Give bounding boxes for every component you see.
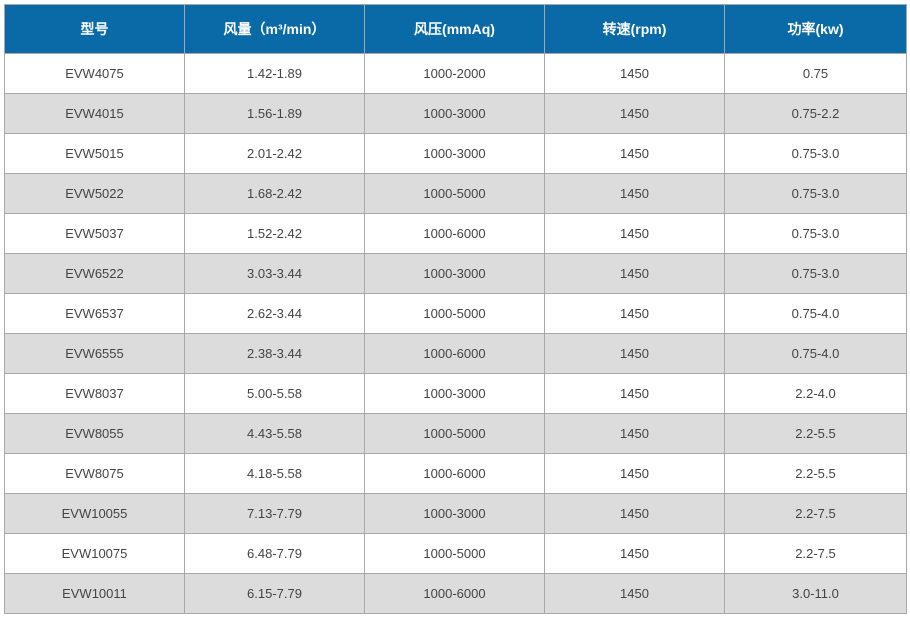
table-cell: 1000-3000 — [365, 374, 545, 414]
table-cell: 1450 — [545, 54, 725, 94]
table-cell: 1450 — [545, 254, 725, 294]
table-cell: 2.2-7.5 — [725, 494, 907, 534]
table-cell: 5.00-5.58 — [185, 374, 365, 414]
spec-table: 型号 风量（m³/min） 风压(mmAq) 转速(rpm) 功率(kw) EV… — [4, 4, 907, 614]
table-cell: 1000-3000 — [365, 134, 545, 174]
table-row: EVW100756.48-7.791000-500014502.2-7.5 — [5, 534, 907, 574]
table-row: EVW65552.38-3.441000-600014500.75-4.0 — [5, 334, 907, 374]
table-cell: 1450 — [545, 454, 725, 494]
table-row: EVW50152.01-2.421000-300014500.75-3.0 — [5, 134, 907, 174]
table-cell: 0.75 — [725, 54, 907, 94]
table-cell: 1450 — [545, 214, 725, 254]
header-model: 型号 — [5, 5, 185, 54]
table-cell: 0.75-3.0 — [725, 214, 907, 254]
table-cell: EVW6537 — [5, 294, 185, 334]
table-cell: 1450 — [545, 374, 725, 414]
table-cell: 0.75-3.0 — [725, 254, 907, 294]
table-cell: 1450 — [545, 294, 725, 334]
table-cell: EVW10075 — [5, 534, 185, 574]
table-cell: 1000-3000 — [365, 494, 545, 534]
table-cell: EVW8037 — [5, 374, 185, 414]
table-cell: 6.15-7.79 — [185, 574, 365, 614]
table-row: EVW80375.00-5.581000-300014502.2-4.0 — [5, 374, 907, 414]
table-cell: EVW8055 — [5, 414, 185, 454]
table-cell: EVW6522 — [5, 254, 185, 294]
table-cell: 1000-5000 — [365, 174, 545, 214]
table-cell: 1000-6000 — [365, 574, 545, 614]
table-cell: 0.75-3.0 — [725, 134, 907, 174]
table-cell: 1450 — [545, 174, 725, 214]
table-cell: 2.2-5.5 — [725, 454, 907, 494]
table-row: EVW80754.18-5.581000-600014502.2-5.5 — [5, 454, 907, 494]
table-row: EVW100557.13-7.791000-300014502.2-7.5 — [5, 494, 907, 534]
table-row: EVW100116.15-7.791000-600014503.0-11.0 — [5, 574, 907, 614]
table-cell: EVW10055 — [5, 494, 185, 534]
table-cell: 1000-5000 — [365, 534, 545, 574]
table-cell: EVW4015 — [5, 94, 185, 134]
table-cell: 2.38-3.44 — [185, 334, 365, 374]
table-cell: 3.0-11.0 — [725, 574, 907, 614]
table-cell: 0.75-2.2 — [725, 94, 907, 134]
table-cell: 3.03-3.44 — [185, 254, 365, 294]
table-cell: 1000-6000 — [365, 334, 545, 374]
table-cell: 1.68-2.42 — [185, 174, 365, 214]
table-cell: 1450 — [545, 94, 725, 134]
header-speed: 转速(rpm) — [545, 5, 725, 54]
table-row: EVW65372.62-3.441000-500014500.75-4.0 — [5, 294, 907, 334]
table-body: EVW40751.42-1.891000-200014500.75EVW4015… — [5, 54, 907, 614]
table-row: EVW40151.56-1.891000-300014500.75-2.2 — [5, 94, 907, 134]
table-cell: 1000-6000 — [365, 454, 545, 494]
table-cell: 0.75-4.0 — [725, 334, 907, 374]
table-cell: 1000-5000 — [365, 414, 545, 454]
table-cell: 4.18-5.58 — [185, 454, 365, 494]
table-cell: 1.52-2.42 — [185, 214, 365, 254]
table-cell: 2.2-5.5 — [725, 414, 907, 454]
table-cell: 1000-2000 — [365, 54, 545, 94]
table-cell: 2.2-7.5 — [725, 534, 907, 574]
table-cell: EVW5022 — [5, 174, 185, 214]
table-cell: 1000-5000 — [365, 294, 545, 334]
table-row: EVW40751.42-1.891000-200014500.75 — [5, 54, 907, 94]
table-row: EVW65223.03-3.441000-300014500.75-3.0 — [5, 254, 907, 294]
table-cell: EVW6555 — [5, 334, 185, 374]
table-cell: 1000-3000 — [365, 254, 545, 294]
table-cell: 6.48-7.79 — [185, 534, 365, 574]
table-cell: 2.01-2.42 — [185, 134, 365, 174]
table-cell: 1450 — [545, 494, 725, 534]
table-cell: EVW5015 — [5, 134, 185, 174]
table-row: EVW50221.68-2.421000-500014500.75-3.0 — [5, 174, 907, 214]
table-cell: 1000-6000 — [365, 214, 545, 254]
table-cell: 2.2-4.0 — [725, 374, 907, 414]
table-cell: 1450 — [545, 574, 725, 614]
table-header: 型号 风量（m³/min） 风压(mmAq) 转速(rpm) 功率(kw) — [5, 5, 907, 54]
header-power: 功率(kw) — [725, 5, 907, 54]
table-cell: EVW10011 — [5, 574, 185, 614]
table-cell: 0.75-3.0 — [725, 174, 907, 214]
table-cell: 1450 — [545, 134, 725, 174]
table-cell: 1000-3000 — [365, 94, 545, 134]
table-cell: 0.75-4.0 — [725, 294, 907, 334]
table-cell: 1450 — [545, 334, 725, 374]
table-cell: 1450 — [545, 414, 725, 454]
header-airflow: 风量（m³/min） — [185, 5, 365, 54]
table-cell: 1.42-1.89 — [185, 54, 365, 94]
table-cell: 1.56-1.89 — [185, 94, 365, 134]
table-cell: 1450 — [545, 534, 725, 574]
table-row: EVW50371.52-2.421000-600014500.75-3.0 — [5, 214, 907, 254]
table-cell: EVW5037 — [5, 214, 185, 254]
table-row: EVW80554.43-5.581000-500014502.2-5.5 — [5, 414, 907, 454]
table-cell: EVW8075 — [5, 454, 185, 494]
table-cell: 7.13-7.79 — [185, 494, 365, 534]
table-cell: 4.43-5.58 — [185, 414, 365, 454]
table-cell: 2.62-3.44 — [185, 294, 365, 334]
table-cell: EVW4075 — [5, 54, 185, 94]
header-pressure: 风压(mmAq) — [365, 5, 545, 54]
